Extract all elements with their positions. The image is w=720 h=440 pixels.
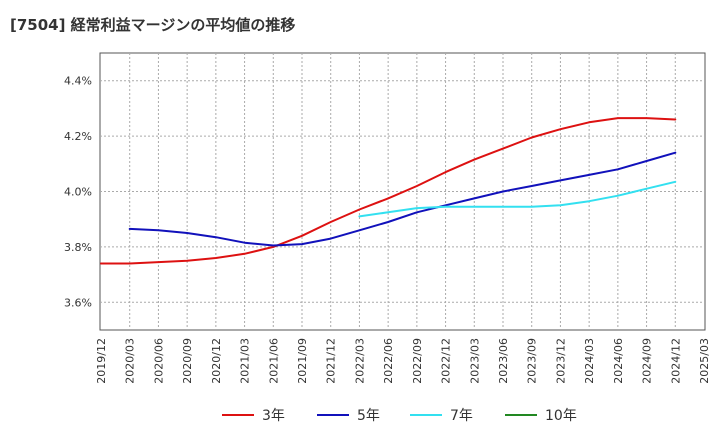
legend-item-7y: 7年	[410, 402, 473, 428]
chart-title: [7504] 経常利益マージンの平均値の推移	[10, 16, 296, 34]
y-tick-label: 3.6%	[64, 296, 92, 309]
x-tick-label: 2022/06	[382, 338, 395, 384]
x-tick-label: 2024/12	[669, 338, 682, 384]
y-tick-label: 4.4%	[64, 75, 92, 88]
x-tick-label: 2024/03	[583, 338, 596, 384]
x-tick-label: 2023/09	[526, 338, 539, 384]
y-tick-label: 4.2%	[64, 130, 92, 143]
x-tick-label: 2024/09	[641, 338, 654, 384]
x-tick-label: 2020/12	[210, 338, 223, 384]
legend-swatch-7y	[410, 414, 442, 416]
x-tick-label: 2023/12	[554, 338, 567, 384]
legend-label-3y: 3年	[262, 408, 285, 424]
legend: 3年 5年 7年 10年	[0, 402, 720, 428]
series-lines	[100, 117, 677, 265]
grid-lines	[100, 53, 705, 330]
x-tick-label: 2024/06	[612, 338, 625, 384]
x-tick-label: 2021/09	[296, 338, 309, 384]
x-tick-label: 2022/12	[440, 338, 453, 384]
legend-item-10y: 10年	[505, 402, 577, 428]
x-axis-ticks: 2019/12 2020/03 2020/06 2020/09 2020/12 2021/…	[95, 338, 711, 384]
x-tick-label: 2025/03	[698, 338, 711, 384]
x-tick-label: 2022/09	[411, 338, 424, 384]
x-tick-label: 2021/03	[239, 338, 252, 384]
series-line-7年	[358, 180, 677, 218]
y-tick-label: 4.0%	[64, 186, 92, 199]
legend-item-5y: 5年	[317, 402, 380, 428]
x-tick-label: 2020/09	[181, 338, 194, 384]
x-tick-label: 2021/12	[325, 338, 338, 384]
legend-label-10y: 10年	[545, 408, 577, 424]
legend-swatch-3y	[222, 414, 254, 416]
x-tick-label: 2020/03	[124, 338, 137, 384]
x-tick-label: 2022/03	[353, 338, 366, 384]
legend-swatch-10y	[505, 414, 537, 416]
legend-item-3y: 3年	[222, 402, 285, 428]
legend-label-7y: 7年	[450, 408, 473, 424]
x-tick-label: 2023/06	[497, 338, 510, 384]
x-tick-label: 2023/03	[468, 338, 481, 384]
series-line-3年	[100, 117, 677, 265]
legend-label-5y: 5年	[357, 408, 380, 424]
y-tick-label: 3.8%	[64, 241, 92, 254]
y-axis-ticks: 3.6% 3.8% 4.0% 4.2% 4.4%	[64, 75, 92, 310]
legend-swatch-5y	[317, 414, 349, 416]
x-tick-label: 2021/06	[267, 338, 280, 384]
x-tick-label: 2019/12	[95, 338, 108, 384]
x-tick-label: 2020/06	[152, 338, 165, 384]
series-line-5年	[128, 151, 677, 247]
